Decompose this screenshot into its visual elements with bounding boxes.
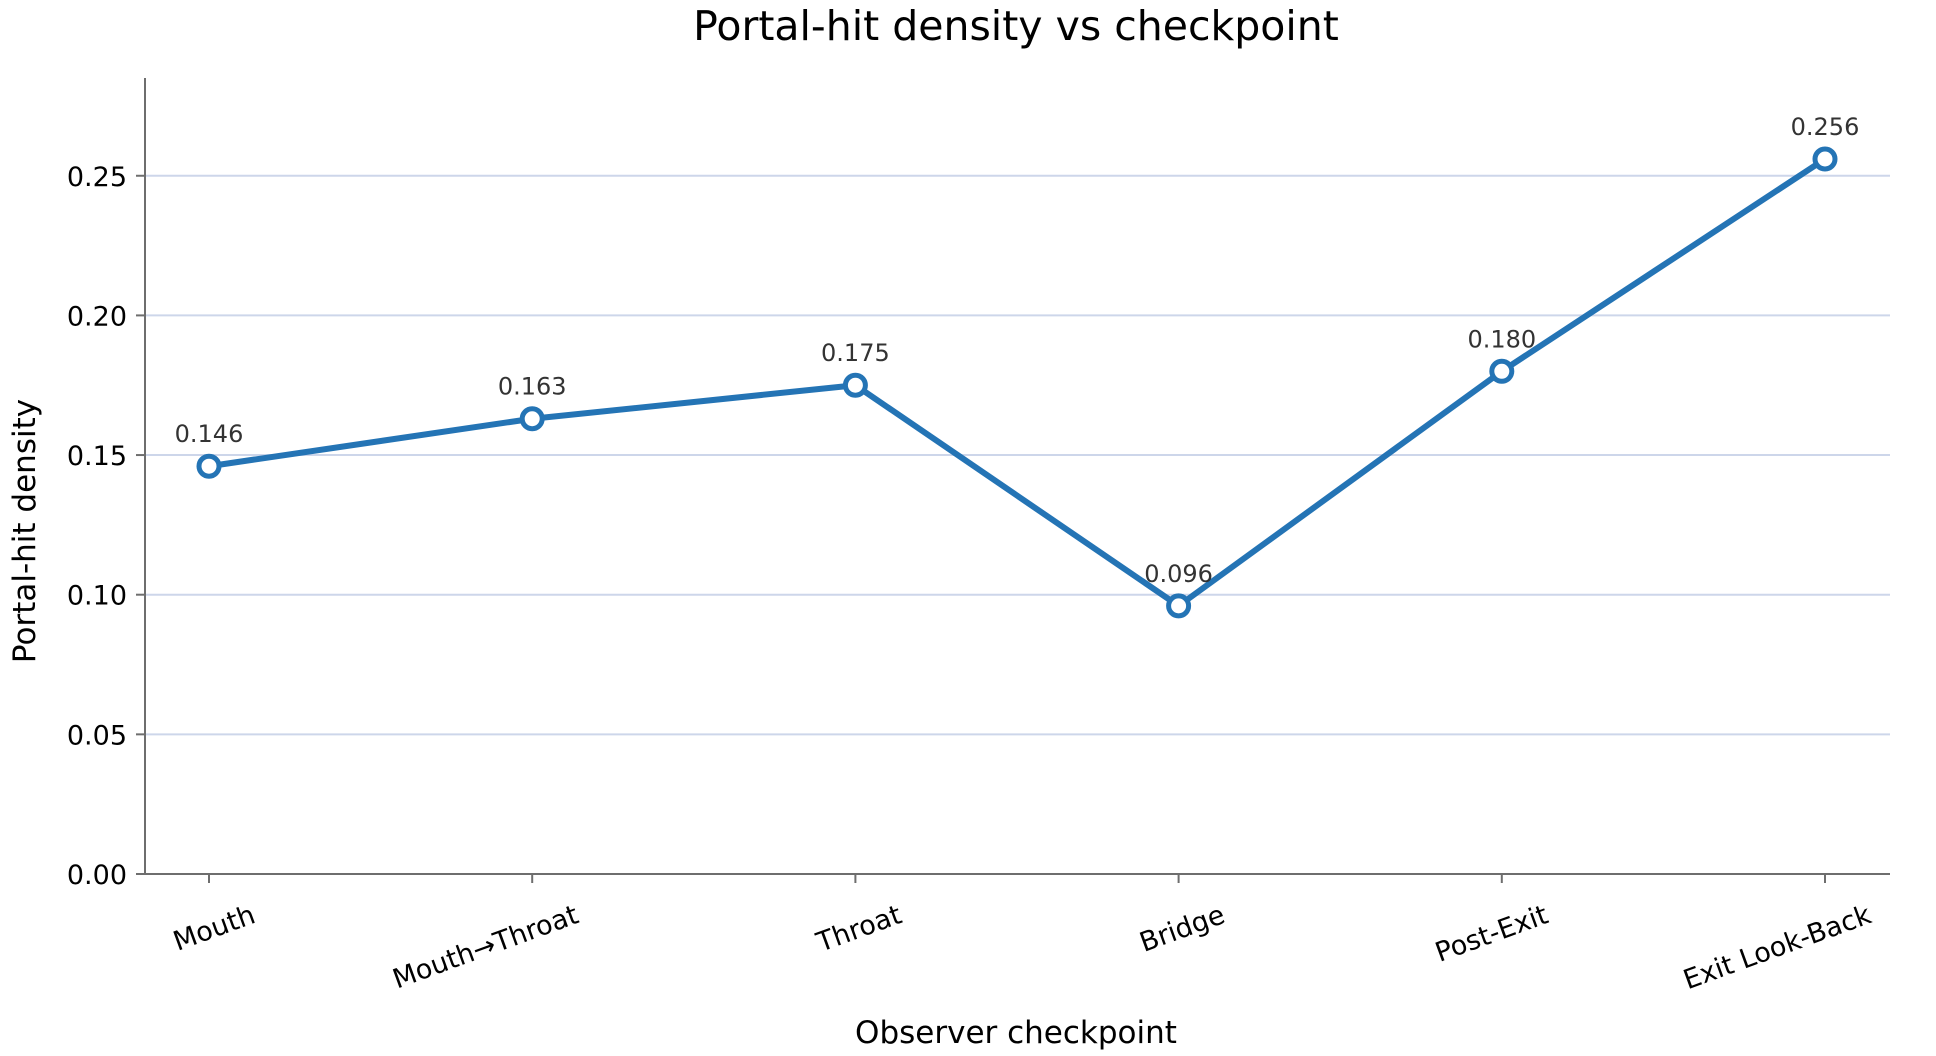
data-value-label: 0.146 <box>175 420 244 448</box>
data-point <box>196 453 222 479</box>
data-point <box>519 406 545 432</box>
y-tick-label: 0.10 <box>67 581 127 612</box>
y-ticks: 0.00 0.05 0.10 0.15 0.20 0.25 <box>67 162 145 891</box>
data-value-label: 0.175 <box>821 339 890 367</box>
chart-title: Portal-hit density vs checkpoint <box>693 2 1339 50</box>
y-axis-label: Portal-hit density <box>7 399 43 663</box>
y-tick-label: 0.00 <box>67 860 127 891</box>
y-tick-label: 0.20 <box>67 301 127 332</box>
data-value-label: 0.180 <box>1467 325 1536 353</box>
x-tick-label: Mouth <box>169 899 259 957</box>
data-value-label: 0.256 <box>1791 113 1860 141</box>
x-axis-label: Observer checkpoint <box>855 1015 1177 1051</box>
data-point <box>1166 593 1192 619</box>
x-tick-label: Post-Exit <box>1431 899 1552 968</box>
data-value-label: 0.096 <box>1144 560 1213 588</box>
x-tick-label: Throat <box>812 899 906 958</box>
data-labels: 0.146 0.163 0.175 0.096 0.180 0.256 <box>175 113 1860 588</box>
x-tick-label: Mouth→Throat <box>389 899 583 995</box>
x-tick-label: Bridge <box>1136 899 1229 958</box>
y-tick-label: 0.05 <box>67 720 127 751</box>
data-value-label: 0.163 <box>498 373 567 401</box>
data-point <box>1812 146 1838 172</box>
series <box>196 146 1838 619</box>
x-ticks: Mouth Mouth→Throat Throat Bridge Post-Exit Ex… <box>169 874 1876 996</box>
axes <box>144 78 1890 875</box>
data-point <box>842 372 868 398</box>
series-line <box>206 155 1828 609</box>
gridlines <box>145 174 1890 736</box>
y-tick-label: 0.15 <box>67 441 127 472</box>
data-point <box>1489 358 1515 384</box>
x-tick-label: Exit Look-Back <box>1679 899 1875 996</box>
y-tick-label: 0.25 <box>67 162 127 193</box>
